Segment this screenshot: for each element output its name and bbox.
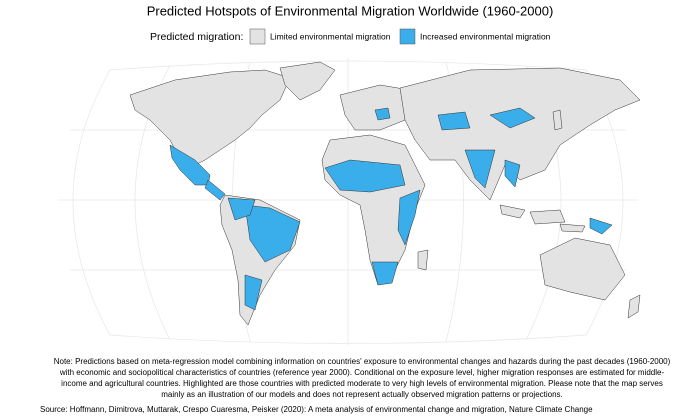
country-region [227,197,256,221]
source: Source: Hoffmann, Dimitrova, Muttarak, C… [40,405,593,414]
note: Note: Predictions based on meta-regressi… [54,357,671,399]
country-region [397,189,421,246]
country-region [324,159,406,193]
legend-title: Predicted migration: [150,31,243,43]
country-region [374,107,391,121]
country-region [417,249,429,271]
country-region [464,149,496,189]
country-region [627,294,641,319]
country-region [244,204,301,263]
country-region [539,237,626,301]
country-region [499,204,586,233]
legend-swatch [399,28,416,45]
country-region [339,84,411,131]
legend-swatch [249,28,266,45]
country-region [279,61,336,101]
note-line: with economic and sociopolitical charact… [59,368,665,377]
countries [129,61,641,326]
country-region [399,67,641,201]
note-line: Note: Predictions based on meta-regressi… [54,357,671,366]
country-region [489,107,536,129]
country-region [129,69,291,166]
note-line: mainly as an illustration of our models … [161,390,563,399]
country-region [552,109,563,131]
country-region [437,111,471,131]
country-region [371,261,399,286]
note-line: income and agricultural countries. Highl… [61,379,663,388]
country-region [204,179,226,201]
country-region [504,159,521,188]
title: Predicted Hotspots of Environmental Migr… [147,3,554,18]
country-region [244,274,263,311]
country-region [169,144,211,186]
legend-label: Increased environmental migration [420,31,551,41]
country-region [589,217,613,235]
legend-label: Limited environmental migration [270,31,391,41]
